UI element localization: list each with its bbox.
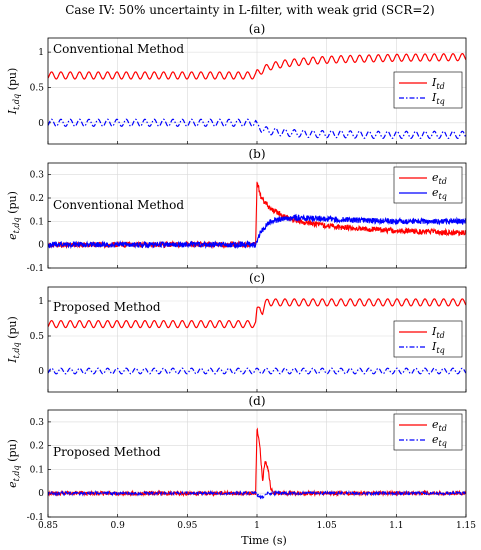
y-tick-label: 0: [38, 367, 44, 377]
plot-frame: [47, 409, 467, 518]
legend-entry: etd: [432, 171, 447, 186]
y-tick-label: -0.1: [27, 513, 44, 523]
legend-entry: Itq: [431, 340, 445, 355]
y-tick-label: 0.3: [30, 418, 45, 428]
y-tick-label: 0: [38, 489, 44, 499]
legend-box: [393, 71, 463, 109]
y-axis-label: et,dq (pu): [6, 191, 21, 240]
y-tick-label: -0.1: [27, 264, 44, 274]
y-tick-label: 0: [38, 241, 44, 251]
y-axis-label: It,dq (pu): [6, 68, 21, 116]
legend-box: [393, 166, 463, 204]
legend-entry: etq: [432, 186, 447, 201]
x-tick-label: 1.05: [317, 521, 337, 531]
method-note: Proposed Method: [53, 300, 161, 314]
series-line-etq: [48, 489, 466, 500]
panel-label: (b): [248, 147, 265, 161]
y-axis-label: It,dq (pu): [6, 316, 21, 364]
y-tick-label: 0.5: [30, 332, 45, 342]
chart-panel: (d) 0.85 0.9 0.95 1 1.05 1.1 1.15 -0.1 0 0.1 0.2 0.3…: [6, 394, 476, 531]
panels: (a) 0 0.5 1 Conventional Method It,dq (pu) Itd…: [6, 22, 476, 531]
plot-frame: [47, 37, 467, 145]
series-line-Itq: [48, 118, 466, 139]
y-tick-label: 0.2: [30, 194, 44, 204]
panel-label: (a): [249, 22, 266, 36]
series-line-Itd: [48, 298, 466, 329]
x-tick-label: 1.15: [456, 521, 476, 531]
panel-label: (d): [248, 394, 265, 408]
x-tick-label: 0.9: [111, 521, 126, 531]
legend-entry: Itd: [431, 325, 445, 340]
legend-box: [393, 413, 463, 451]
series-line-Itq: [48, 367, 466, 375]
legend-entry: etd: [432, 418, 447, 433]
legend-box: [393, 320, 463, 358]
panel-label: (c): [249, 271, 265, 285]
x-tick-label: 0.95: [177, 521, 197, 531]
y-tick-label: 0.3: [30, 171, 45, 181]
y-axis-label: et,dq (pu): [6, 439, 21, 488]
y-tick-label: 0.1: [30, 217, 44, 227]
chart-panel: (a) 0 0.5 1 Conventional Method It,dq (pu) Itd…: [6, 22, 467, 145]
y-tick-label: 1: [38, 297, 44, 307]
legend-entry: Itd: [431, 76, 445, 91]
y-tick-label: 0: [38, 119, 44, 129]
y-tick-label: 0.1: [30, 465, 44, 475]
y-tick-label: 1: [38, 48, 44, 58]
y-tick-label: 0.2: [30, 442, 44, 452]
x-tick-label: 1.1: [389, 521, 403, 531]
chart-panel: (b) -0.1 0 0.1 0.2 0.3 Conventional Method et,d…: [6, 147, 467, 274]
y-tick-label: 0.5: [30, 83, 45, 93]
series-line-Itd: [48, 53, 466, 80]
x-tick-label: 1: [254, 521, 260, 531]
legend-entry: Itq: [431, 91, 445, 106]
plot-frame: [47, 162, 467, 269]
method-note: Proposed Method: [53, 445, 161, 459]
plot-frame: [47, 286, 467, 393]
series-line-etd: [48, 181, 466, 250]
method-note: Conventional Method: [53, 198, 184, 212]
legend-entry: etq: [432, 433, 447, 448]
x-tick-label: 0.85: [38, 521, 58, 531]
x-axis-label: Time (s): [241, 534, 287, 547]
method-note: Conventional Method: [53, 42, 184, 56]
figure-title: Case IV: 50% uncertainty in L-filter, wi…: [65, 3, 434, 17]
series-line-etq: [48, 213, 466, 250]
